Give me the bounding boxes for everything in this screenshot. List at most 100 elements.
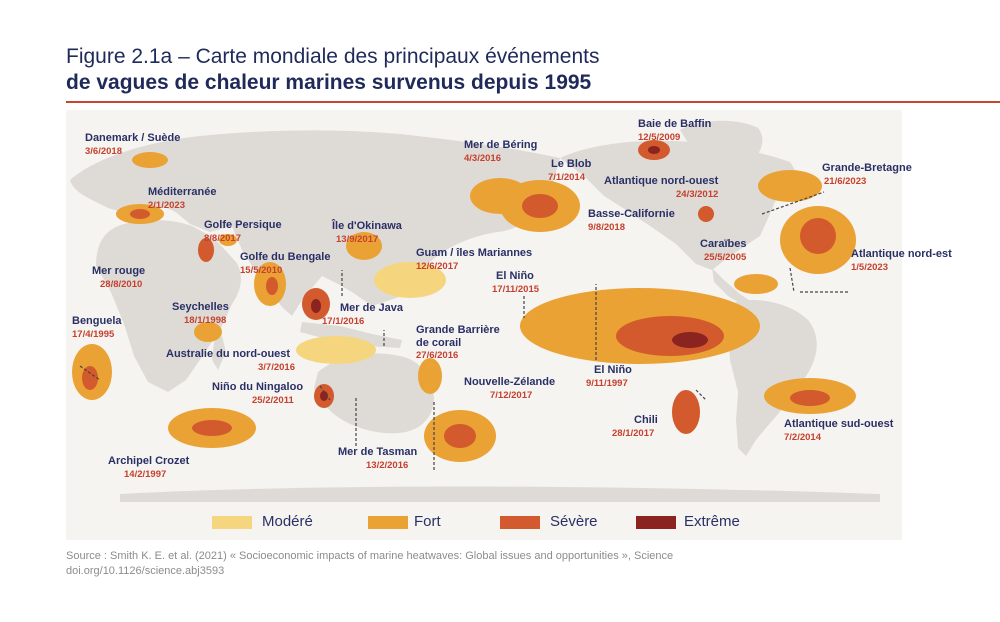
- legend-swatch-modere: [212, 516, 252, 529]
- land-eurasia: [70, 130, 560, 316]
- heatwave-red-sea: [198, 238, 214, 262]
- event-date: 24/3/2012: [676, 189, 719, 200]
- heatwave-bengal-core: [266, 277, 278, 295]
- land-masses: [70, 120, 880, 502]
- land-indonesia: [300, 322, 402, 348]
- event-name: Chili: [634, 414, 658, 426]
- land-antarctica: [120, 486, 880, 502]
- heatwave-benguela-core: [82, 366, 98, 390]
- figure-title: Figure 2.1a – Carte mondiale des princip…: [66, 44, 599, 96]
- event-name: Mer de Tasman: [338, 446, 418, 458]
- heatwave-el-nino-extreme: [672, 332, 708, 348]
- event-name: Nouvelle-Zélande: [464, 376, 556, 388]
- event-date: 9/8/2018: [588, 222, 625, 233]
- event-name: Grande-Bretagne: [822, 162, 912, 174]
- event-date: 18/1/1998: [184, 315, 227, 326]
- event-name: Atlantique nord-est: [851, 248, 952, 260]
- heatwave-seychelles: [194, 322, 222, 342]
- event-name: Mer de Béring: [464, 139, 538, 151]
- event-name: Grande Barrière de corail: [416, 324, 500, 349]
- leader-caraibes: [789, 267, 795, 293]
- event-date: 17/4/1995: [72, 329, 115, 340]
- title-rule: [66, 101, 1000, 103]
- heatwave-ne-atlantic-core: [800, 218, 836, 254]
- heatwave-chile: [672, 390, 700, 434]
- event-name: Baie de Baffin: [638, 118, 712, 130]
- land-africa: [96, 220, 241, 392]
- legend-label-fort: Fort: [414, 513, 441, 530]
- event-date: 9/11/1997: [586, 378, 628, 389]
- event-date: 8/8/2017: [204, 233, 241, 244]
- event-name: Le Blob: [551, 158, 592, 170]
- event-date: 17/11/2015: [492, 284, 540, 295]
- event-date: 27/6/2016: [416, 350, 459, 361]
- source-note: Source : Smith K. E. et al. (2021) « Soc…: [66, 549, 673, 579]
- heatwave-mediterranean-core: [130, 209, 150, 219]
- heatwave-caribbean: [734, 274, 778, 294]
- event-date: 25/2/2011: [252, 395, 294, 406]
- event-name: El Niño: [594, 364, 632, 376]
- heatwave-tasman-core: [444, 424, 476, 448]
- heatwave-ningaloo-core: [320, 391, 328, 401]
- event-date: 14/2/1997: [124, 469, 167, 480]
- event-name: Île d'Okinawa: [332, 220, 402, 232]
- heatwave-sw-atlantic-core: [790, 390, 830, 406]
- event-date: 28/1/2017: [612, 428, 655, 439]
- event-name: Guam / îles Mariannes: [416, 247, 533, 259]
- event-name: Seychelles: [172, 301, 229, 313]
- land-greenland: [680, 120, 763, 170]
- event-date: 28/8/2010: [100, 279, 143, 290]
- heatwave-regions: [72, 140, 856, 462]
- leader-benguela: [79, 365, 101, 381]
- event-date: 13/2/2016: [366, 460, 409, 471]
- event-name: Australie du nord-ouest: [166, 348, 291, 360]
- figure-title-line2: de vagues de chaleur marines survenus de…: [66, 71, 592, 94]
- heatwave-north-sea: [132, 152, 168, 168]
- legend-label-modere: Modéré: [262, 513, 313, 530]
- event-date: 7/12/2017: [490, 390, 533, 401]
- figure-title-line1: Figure 2.1a – Carte mondiale des princip…: [66, 45, 600, 68]
- event-date: 15/5/2010: [240, 265, 283, 276]
- event-name: Basse-Californie: [588, 208, 675, 220]
- heatwave-nw-australia: [296, 336, 376, 364]
- event-date: 13/9/2017: [336, 234, 379, 245]
- event-date: 21/6/2023: [824, 176, 867, 187]
- land-madagascar: [212, 336, 226, 370]
- leader-lines: [79, 191, 850, 470]
- event-name: Caraïbes: [700, 238, 747, 250]
- leader-chili: [695, 389, 707, 401]
- legend-swatch-extreme: [636, 516, 676, 529]
- heatwave-blob-core: [522, 194, 558, 218]
- event-date: 1/5/2023: [851, 262, 888, 273]
- heatwave-el-nino-core: [616, 316, 724, 356]
- heatwave-great-barrier-reef: [418, 358, 442, 394]
- event-date: 4/3/2016: [464, 153, 501, 164]
- heatwave-crozet-core: [192, 420, 232, 436]
- event-name: Mer rouge: [92, 265, 146, 277]
- event-name: Golfe Persique: [204, 219, 282, 231]
- event-name: Niño du Ningaloo: [212, 381, 304, 393]
- event-date: 3/7/2016: [258, 362, 295, 373]
- event-date: 17/1/2016: [322, 316, 365, 327]
- event-name: Archipel Crozet: [108, 455, 190, 467]
- event-date: 7/1/2014: [548, 172, 585, 183]
- event-date: 7/2/2014: [784, 432, 821, 443]
- heatwave-nw-atlantic: [758, 170, 822, 202]
- heatwave-baja: [698, 206, 714, 222]
- heatwave-baffin-core: [648, 146, 660, 154]
- legend-swatch-fort: [368, 516, 408, 529]
- land-north-america: [560, 140, 800, 270]
- heatwave-okinawa: [346, 232, 382, 260]
- land-central-america: [712, 268, 752, 306]
- legend-label-severe: Sévère: [550, 513, 598, 530]
- land-australia: [314, 353, 434, 434]
- event-name: El Niño: [496, 270, 534, 282]
- event-name: Golfe du Bengale: [240, 251, 331, 263]
- event-name: Danemark / Suède: [85, 132, 181, 144]
- event-name: Benguela: [72, 315, 122, 327]
- heatwave-guam: [374, 262, 446, 298]
- legend-label-extreme: Extrême: [684, 513, 740, 530]
- event-name: Atlantique nord-ouest: [604, 175, 719, 187]
- legend-swatch-severe: [500, 516, 540, 529]
